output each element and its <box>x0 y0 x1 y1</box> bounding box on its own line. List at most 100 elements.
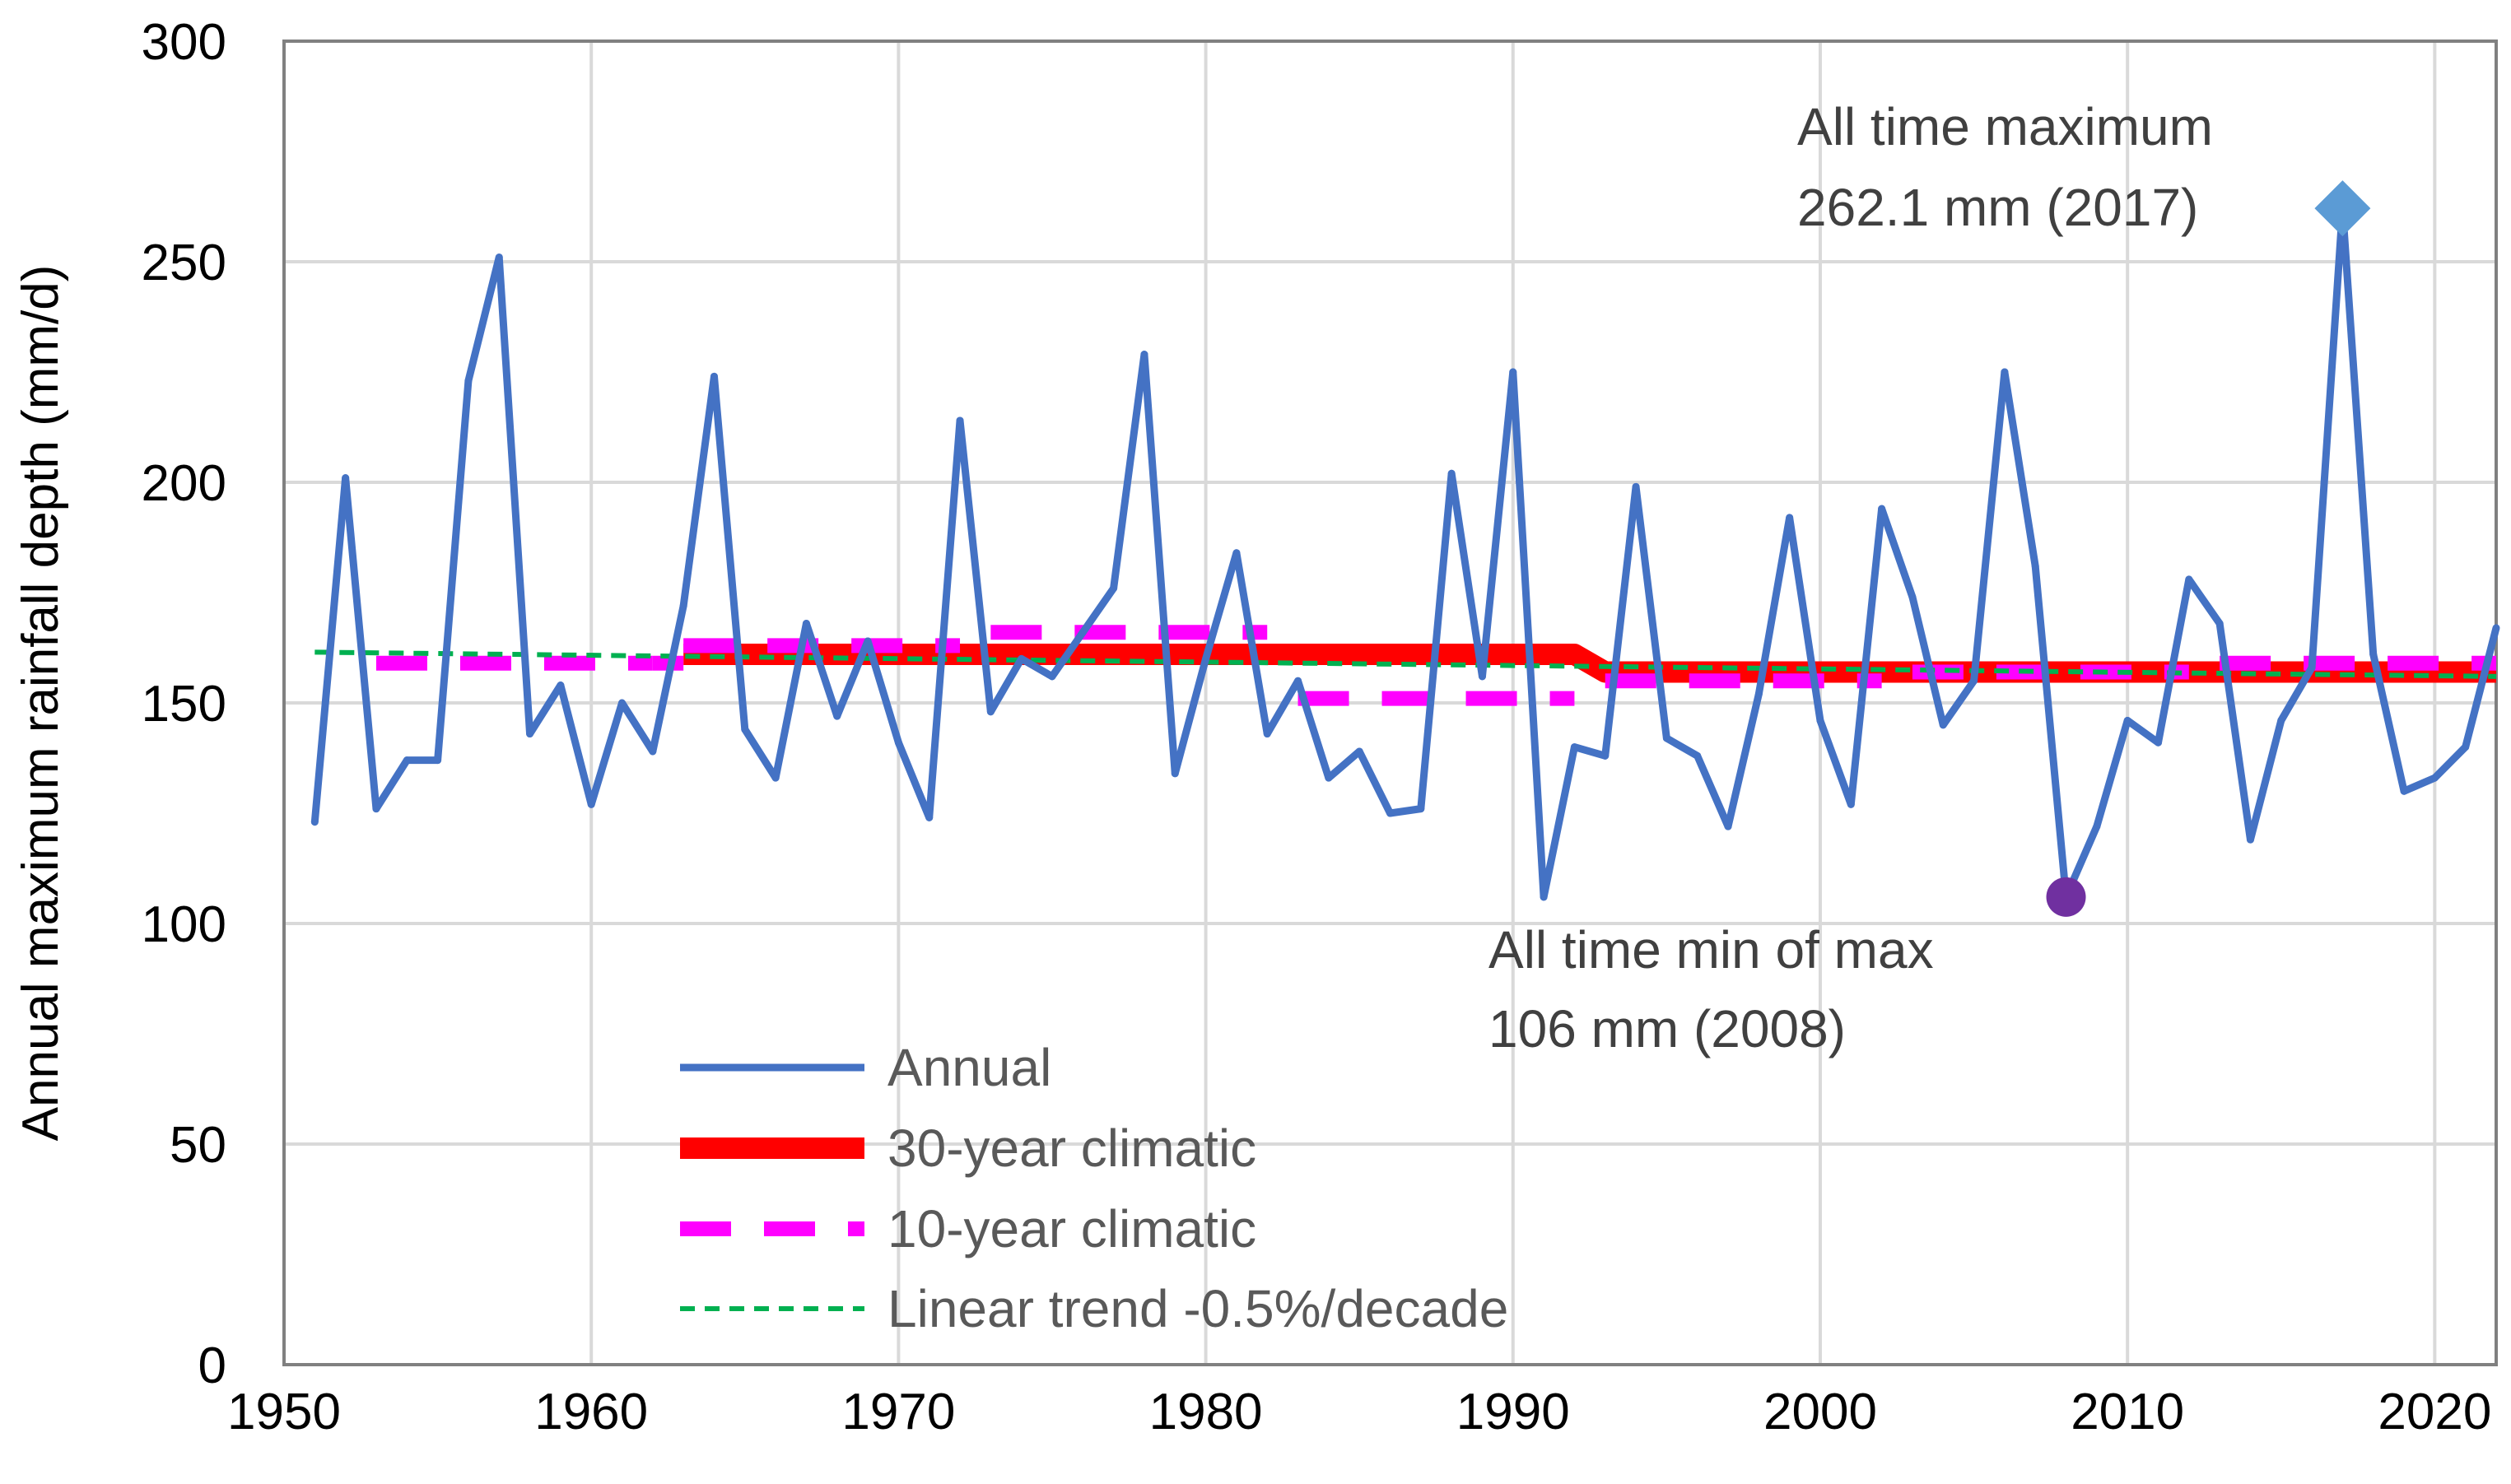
annual-point-2002 <box>1878 505 1886 513</box>
annual-point-2020 <box>2430 774 2439 782</box>
annual-point-2001 <box>1847 800 1855 808</box>
annual-point-1952 <box>342 474 350 482</box>
annual-point-2013 <box>2215 620 2224 628</box>
annual-point-1963 <box>679 602 687 610</box>
annual-point-1956 <box>464 377 473 385</box>
annual-point-1990 <box>1509 368 1517 376</box>
series-layer <box>310 204 2500 901</box>
y-tick-label-0: 0 <box>198 1337 226 1394</box>
annual-point-1995 <box>1662 734 1670 742</box>
annual-point-1985 <box>1355 747 1363 756</box>
annual-point-2000 <box>1816 716 1824 724</box>
annual-point-1996 <box>1693 751 1702 760</box>
annual-point-1966 <box>771 774 780 782</box>
annual-point-2022 <box>2492 624 2500 632</box>
y-axis-title: Annual maximum rainfall depth (mm/d) <box>12 265 69 1142</box>
max-annotation-line2: 262.1 mm (2017) <box>1797 178 2198 237</box>
annual-point-1988 <box>1447 469 1456 477</box>
y-tick-label-50: 50 <box>170 1117 226 1174</box>
annual-point-1981 <box>1232 549 1241 557</box>
x-tick-label-1990: 1990 <box>1456 1384 1570 1440</box>
annual-point-1982 <box>1263 730 1271 738</box>
annual-point-1991 <box>1540 893 1548 901</box>
annual-point-1998 <box>1754 690 1763 698</box>
y-tick-label-200: 200 <box>142 455 226 512</box>
annual-point-1970 <box>894 738 902 747</box>
x-tick-label-1960: 1960 <box>534 1384 648 1440</box>
annual-point-2014 <box>2246 835 2254 844</box>
annual-point-1973 <box>986 708 995 716</box>
annual-point-2007 <box>2031 562 2039 570</box>
annual-point-1984 <box>1325 774 1333 782</box>
annual-point-2015 <box>2277 716 2285 724</box>
annual-point-1969 <box>864 637 872 645</box>
annual-point-1992 <box>1570 743 1578 751</box>
marker-layer <box>2046 180 2371 917</box>
annual-point-1976 <box>1078 628 1087 636</box>
annual-point-1951 <box>310 818 319 826</box>
annual-point-2021 <box>2462 743 2470 751</box>
annual-point-1986 <box>1386 809 1394 817</box>
annual-point-1989 <box>1478 672 1486 681</box>
annual-point-1957 <box>495 254 503 262</box>
all-time-maximum-marker <box>2314 180 2371 237</box>
annual-point-1971 <box>925 813 934 821</box>
x-tick-label-2020: 2020 <box>2378 1384 2491 1440</box>
annual-point-2011 <box>2154 738 2162 747</box>
annual-point-1974 <box>1018 654 1026 663</box>
x-tick-label-1950: 1950 <box>227 1384 341 1440</box>
annual-point-1964 <box>710 372 718 380</box>
annual-point-1983 <box>1294 677 1302 685</box>
y-tick-label-300: 300 <box>142 14 226 71</box>
series-annual <box>310 204 2500 901</box>
series-linear-trend <box>314 649 2497 679</box>
y-tick-label-150: 150 <box>142 676 226 733</box>
annual-point-1955 <box>434 756 442 765</box>
annual-point-2005 <box>1970 677 1978 685</box>
x-tick-label-1980: 1980 <box>1149 1384 1263 1440</box>
axis-labels: 1950 1960 1970 1980 1990 2000 2010 2020 0 50 100 15… <box>142 14 2492 1440</box>
max-annotation-line1: All time maximum <box>1797 97 2213 156</box>
y-tick-label-100: 100 <box>142 896 226 953</box>
annual-point-1999 <box>1786 514 1794 522</box>
annual-point-1967 <box>802 620 810 628</box>
annual-point-1979 <box>1171 770 1179 778</box>
x-tick-label-1970: 1970 <box>841 1384 955 1440</box>
annual-point-1965 <box>741 725 749 733</box>
annual-point-2016 <box>2308 663 2316 672</box>
annual-point-1994 <box>1632 482 1640 491</box>
legend-label-annual: Annual <box>887 1038 1051 1097</box>
annual-point-2009 <box>2093 822 2101 830</box>
annual-point-2004 <box>1939 721 1947 729</box>
x-tick-label-2010: 2010 <box>2071 1384 2184 1440</box>
all-time-minimum-marker <box>2046 877 2086 917</box>
annual-point-1953 <box>372 805 380 813</box>
legend-label-linear-trend: Linear trend -0.5%/decade <box>887 1279 1508 1338</box>
y-tick-label-250: 250 <box>142 235 226 291</box>
x-tick-label-2000: 2000 <box>1763 1384 1877 1440</box>
annual-point-2010 <box>2123 716 2131 724</box>
legend-label-30-year: 30-year climatic <box>887 1119 1256 1178</box>
annual-point-1954 <box>403 756 411 765</box>
annual-point-1960 <box>587 800 595 808</box>
legend-label-10-year: 10-year climatic <box>887 1199 1256 1258</box>
annual-point-2006 <box>2001 368 2009 376</box>
plot-area-frame <box>282 40 2498 1366</box>
legend: Annual 30-year climatic 10-year climatic… <box>680 1038 1508 1338</box>
annual-point-1978 <box>1140 351 1148 359</box>
annual-point-1961 <box>618 699 627 707</box>
annual-point-2019 <box>2400 787 2408 795</box>
annual-point-1987 <box>1417 805 1425 813</box>
annual-point-1975 <box>1048 672 1056 681</box>
annual-point-2003 <box>1908 593 1917 601</box>
annual-point-1997 <box>1724 822 1732 830</box>
annual-point-1962 <box>649 747 657 756</box>
annual-point-1993 <box>1601 751 1610 760</box>
annual-point-1959 <box>557 682 565 690</box>
annual-point-1977 <box>1110 584 1118 593</box>
annual-point-2018 <box>2369 650 2378 658</box>
annual-point-2012 <box>2185 575 2193 584</box>
